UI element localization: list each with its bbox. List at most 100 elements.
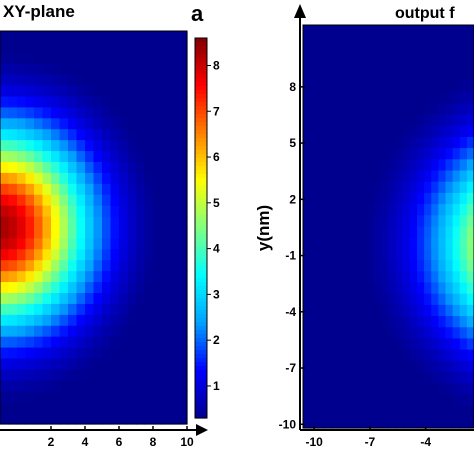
heatmap-cell — [409, 170, 418, 183]
heatmap-cell — [345, 260, 354, 272]
heatmap-cell — [310, 204, 318, 216]
heatmap-cell — [338, 226, 347, 239]
heatmap-cell — [161, 260, 171, 272]
heatmap-cell — [153, 227, 163, 240]
heatmap-cell — [51, 41, 61, 54]
heatmap-cell — [17, 260, 27, 272]
heatmap-cell — [170, 63, 180, 76]
heatmap-cell — [102, 216, 112, 229]
heatmap-cell — [25, 260, 35, 272]
heatmap-cell — [144, 96, 154, 109]
heatmap-cell — [331, 416, 340, 429]
right-y-tick-label: 2 — [289, 192, 296, 206]
colorbar-segment — [195, 338, 207, 343]
left-x-tick-label: 10 — [180, 435, 194, 449]
heatmap-cell — [85, 151, 95, 163]
colorbar-segment — [195, 378, 207, 383]
heatmap-cell — [445, 349, 454, 362]
heatmap-cell — [170, 282, 180, 294]
heatmap-cell — [445, 394, 454, 407]
heatmap-cell — [110, 336, 120, 349]
heatmap-cell — [459, 148, 468, 160]
colorbar-segment — [195, 354, 207, 359]
heatmap-cell — [424, 226, 432, 239]
heatmap-cell — [59, 380, 69, 392]
heatmap-cell — [93, 107, 103, 119]
heatmap-cell — [119, 293, 129, 305]
heatmap-cell — [331, 192, 340, 205]
heatmap-cell — [352, 372, 361, 384]
heatmap-cell — [331, 114, 340, 127]
heatmap-cell — [34, 249, 44, 261]
colorbar-segment — [195, 70, 207, 75]
colorbar-segment — [195, 138, 207, 143]
heatmap-cell — [374, 148, 382, 160]
heatmap-cell — [374, 125, 382, 138]
heatmap-cell — [136, 107, 146, 119]
heatmap-cell — [360, 405, 368, 418]
heatmap-cell — [59, 325, 69, 338]
heatmap-cell — [424, 215, 432, 228]
heatmap-cell — [424, 304, 432, 317]
heatmap-cell — [0, 260, 10, 272]
heatmap-cell — [76, 216, 86, 229]
heatmap-cell — [388, 260, 397, 272]
heatmap-cell — [0, 358, 10, 371]
heatmap-cell — [324, 405, 333, 418]
heatmap-cell — [417, 394, 425, 407]
colorbar-segment — [195, 62, 207, 67]
heatmap-cell — [85, 391, 95, 403]
heatmap-cell — [59, 63, 69, 76]
heatmap-cell — [345, 304, 354, 317]
heatmap-cell — [170, 238, 180, 250]
heatmap-cell — [170, 227, 180, 240]
heatmap-cell — [438, 159, 447, 172]
heatmap-cell — [409, 58, 418, 71]
heatmap-cell — [127, 369, 137, 381]
heatmap-cell — [161, 107, 171, 119]
heatmap-cell — [431, 170, 439, 183]
heatmap-cell — [331, 394, 340, 407]
heatmap-cell — [402, 114, 411, 127]
heatmap-cell — [317, 248, 325, 261]
heatmap-cell — [136, 358, 146, 371]
heatmap-cell — [17, 282, 27, 294]
heatmap-cell — [153, 205, 163, 218]
heatmap-cell — [424, 25, 432, 37]
heatmap-cell — [388, 360, 397, 373]
heatmap-cell — [144, 314, 154, 327]
heatmap-cell — [345, 215, 354, 228]
left-x-ticks: 2 4 6 8 10 — [48, 426, 194, 449]
heatmap-cell — [345, 69, 354, 82]
colorbar-segment — [195, 414, 207, 419]
heatmap-cell — [178, 183, 188, 196]
heatmap-cell — [374, 170, 382, 183]
heatmap-cell — [402, 338, 411, 351]
heatmap-cell — [381, 69, 390, 82]
left-x-axis-arrow — [196, 424, 208, 436]
heatmap-cell — [431, 80, 439, 93]
heatmap-cell — [303, 271, 311, 284]
panel-label: a — [191, 1, 204, 26]
heatmap-cell — [161, 293, 171, 305]
heatmap-cell — [144, 282, 154, 294]
heatmap-cell — [402, 215, 411, 228]
heatmap-cell — [8, 107, 18, 119]
heatmap-cell — [424, 327, 432, 340]
heatmap-cell — [42, 282, 52, 294]
heatmap-cell — [417, 226, 425, 239]
heatmap-cell — [317, 260, 325, 272]
heatmap-cell — [68, 282, 78, 294]
heatmap-cell — [388, 372, 397, 384]
heatmap-cell — [409, 360, 418, 373]
heatmap-cell — [110, 282, 120, 294]
colorbar-tick-label: 5 — [213, 196, 220, 210]
heatmap-cell — [395, 248, 404, 261]
heatmap-cell — [76, 249, 86, 261]
heatmap-cell — [338, 58, 347, 71]
heatmap-cell — [438, 204, 447, 216]
heatmap-cell — [0, 325, 10, 338]
heatmap-cell — [445, 36, 454, 48]
heatmap-cell — [331, 92, 340, 104]
colorbar-segment — [195, 270, 207, 275]
